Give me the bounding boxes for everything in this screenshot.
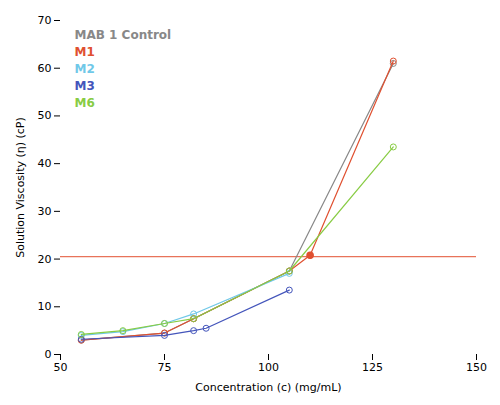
svg-text:M6: M6 [75, 96, 95, 110]
svg-text:M3: M3 [75, 79, 95, 93]
svg-text:20: 20 [38, 253, 52, 266]
svg-text:Solution Viscosity (η) (cP): Solution Viscosity (η) (cP) [14, 117, 27, 258]
svg-text:50: 50 [38, 109, 52, 122]
svg-text:M1: M1 [75, 45, 95, 59]
svg-text:125: 125 [362, 361, 383, 374]
svg-text:50: 50 [54, 361, 68, 374]
svg-text:0: 0 [45, 348, 52, 361]
svg-text:10: 10 [38, 300, 52, 313]
svg-text:Concentration (c) (mg/mL): Concentration (c) (mg/mL) [195, 381, 341, 394]
svg-text:M2: M2 [75, 62, 95, 76]
svg-text:70: 70 [38, 14, 52, 27]
svg-text:30: 30 [38, 205, 52, 218]
svg-text:100: 100 [258, 361, 279, 374]
svg-text:MAB 1 Control: MAB 1 Control [75, 28, 172, 42]
svg-text:60: 60 [38, 62, 52, 75]
svg-text:40: 40 [38, 157, 52, 170]
svg-text:75: 75 [158, 361, 172, 374]
svg-text:150: 150 [466, 361, 487, 374]
